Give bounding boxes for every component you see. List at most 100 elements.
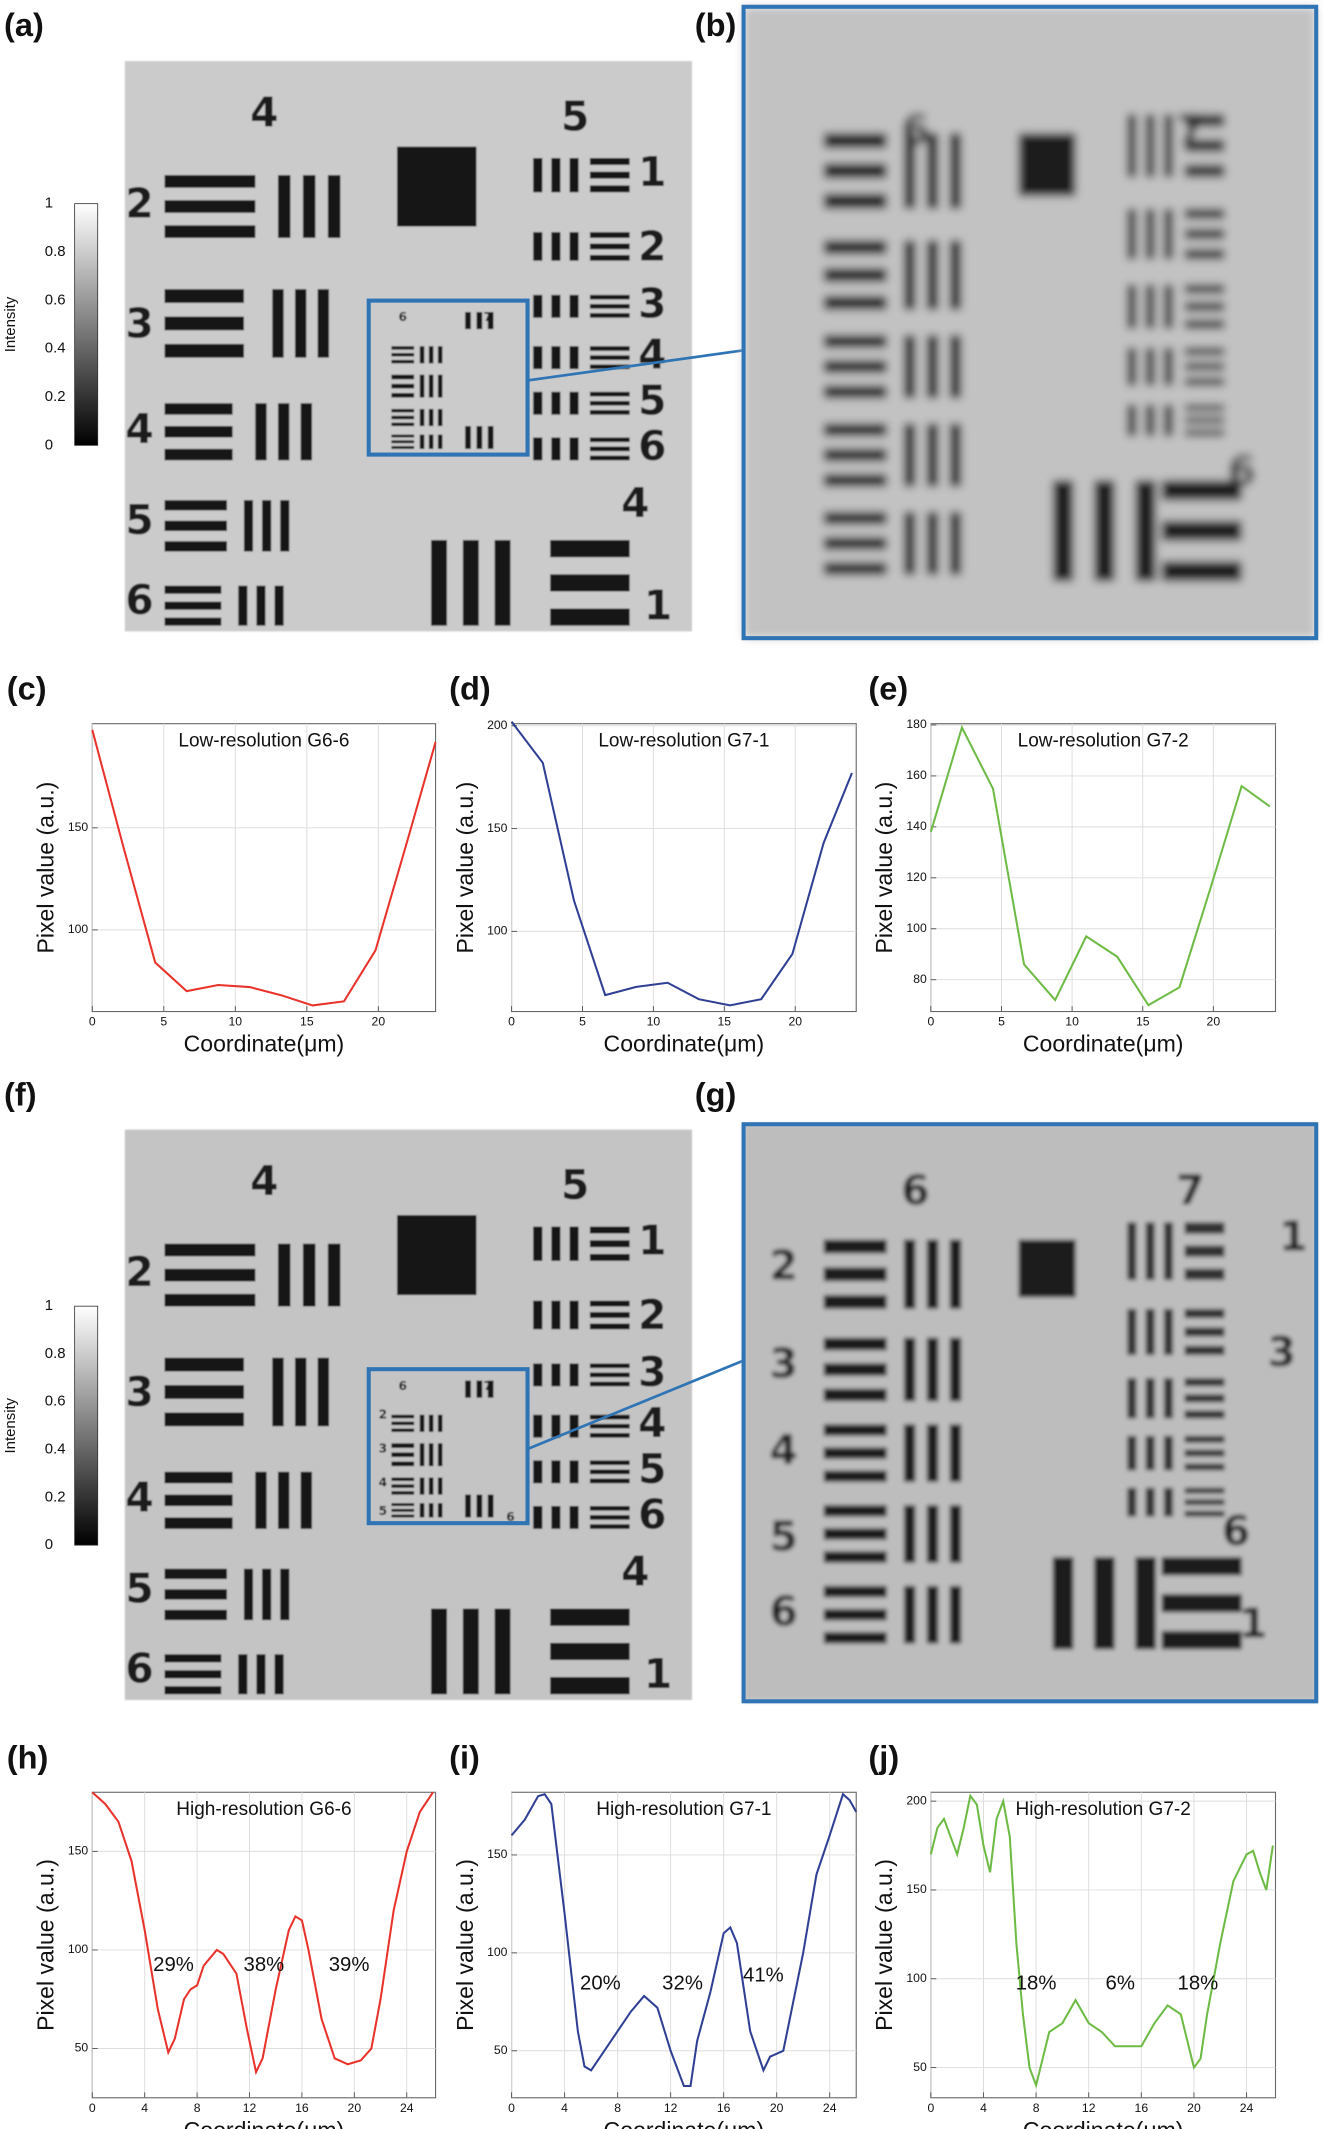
colorbar-tick-label: 0.6 [45, 1393, 66, 1410]
target-label: 6 [901, 1166, 929, 1214]
target-bar [164, 200, 256, 213]
target-bar [949, 423, 962, 487]
target-bar [494, 1608, 511, 1695]
target-bar [277, 1243, 291, 1307]
target-bar [1161, 1593, 1242, 1613]
target-label: 4 [638, 331, 666, 379]
target-bar [419, 346, 425, 364]
target-bar [903, 240, 916, 310]
target-bar [823, 385, 887, 399]
target-bar [391, 346, 415, 350]
target-bar [1163, 404, 1174, 437]
y-tick-label: 140 [906, 819, 927, 833]
target-bar [569, 294, 579, 318]
zoom-image: 6 7 6 [743, 6, 1317, 639]
colorbar-label: Intensity [2, 1397, 19, 1453]
colorbar-tick-label: 0 [45, 436, 53, 453]
target-bar [428, 1443, 434, 1467]
target-bar [1163, 208, 1174, 260]
target-bar [487, 312, 494, 330]
colorbar [74, 203, 99, 446]
target-bar [164, 617, 222, 626]
target-label: 7 [1176, 1166, 1204, 1214]
target-bar [589, 1300, 630, 1307]
x-tick-label: 4 [561, 2101, 568, 2115]
target-bar [1127, 1308, 1137, 1356]
colorbar-tick-label: 0.8 [45, 1345, 66, 1362]
colorbar-tick-label: 0.4 [45, 340, 66, 357]
y-axis-label: Pixel value (a.u.) [871, 782, 897, 954]
inset-label: 5 [379, 1504, 387, 1518]
target-bar [164, 1293, 256, 1307]
target-bar [164, 1589, 227, 1600]
plot-area [91, 723, 437, 1013]
target-bar [533, 346, 543, 370]
target-bar [1161, 561, 1242, 582]
target-bar [823, 163, 887, 179]
target-label: 5 [561, 92, 589, 140]
target-bar [589, 1423, 630, 1429]
target-label: 1 [644, 582, 672, 630]
target-bar [533, 1506, 543, 1529]
data-line [510, 721, 853, 1007]
target-bar [1145, 1378, 1155, 1419]
y-axis-label: Pixel value (a.u.) [33, 782, 59, 954]
target-bar [949, 1424, 962, 1483]
inset-label: 6 [399, 310, 407, 324]
colorbar-label: Intensity [2, 296, 19, 352]
target-bar [589, 1312, 630, 1318]
colorbar-tick-label: 1 [45, 1297, 53, 1314]
y-tick-label: 150 [487, 1847, 508, 1861]
target-bar [164, 316, 244, 331]
target-bar [243, 1568, 254, 1621]
target-bar [1145, 114, 1155, 178]
target-bar [462, 1608, 479, 1695]
target-bar [1127, 1222, 1137, 1281]
y-tick-label: 200 [487, 718, 508, 732]
target-label: 3 [125, 1368, 153, 1416]
target-bar [431, 540, 448, 626]
target-bar [1184, 1378, 1225, 1387]
data-line [929, 1793, 1274, 2089]
target-bar [391, 374, 415, 380]
x-tick-label: 8 [1033, 2101, 1040, 2115]
target-bar [823, 537, 887, 550]
target-bar [302, 1243, 316, 1307]
panel-label: (j) [868, 1739, 899, 1775]
x-tick-label: 0 [927, 2101, 934, 2115]
x-tick-label: 5 [160, 1015, 167, 1029]
target-label: 3 [638, 1348, 666, 1396]
x-tick-label: 16 [295, 2101, 309, 2115]
target-bar [431, 1608, 448, 1695]
target-bar [465, 1380, 471, 1398]
colorbar [74, 1305, 99, 1546]
target-bar [164, 426, 233, 438]
x-tick-label: 10 [647, 1015, 661, 1029]
y-axis-label: Pixel value (a.u.) [33, 1859, 59, 2031]
target-bar [823, 1632, 887, 1644]
target-label: 6 [901, 106, 929, 154]
x-tick-label: 8 [614, 2101, 621, 2115]
target-label: 6 [638, 1490, 666, 1538]
target-label: 1 [1239, 1599, 1267, 1647]
target-bar [823, 1239, 887, 1254]
inset-label: 3 [379, 1442, 387, 1456]
target-bar [164, 448, 233, 461]
x-tick-label: 20 [770, 2101, 784, 2115]
target-bar [569, 1506, 579, 1529]
target-bar [589, 232, 630, 238]
y-tick-label: 150 [68, 820, 89, 834]
target-bar [1127, 1435, 1137, 1471]
target-bar [823, 1608, 887, 1621]
plot-area [930, 1791, 1277, 2099]
target-label: 6 [1228, 447, 1256, 495]
target-bar [569, 346, 579, 370]
target-bar [391, 446, 415, 449]
x-tick-label: 16 [717, 2101, 731, 2115]
target-bar [550, 574, 630, 592]
target-label: 5 [125, 1565, 153, 1613]
target-bar [1184, 1499, 1225, 1506]
target-bar [428, 1477, 434, 1495]
x-tick-label: 12 [1082, 2101, 1096, 2115]
